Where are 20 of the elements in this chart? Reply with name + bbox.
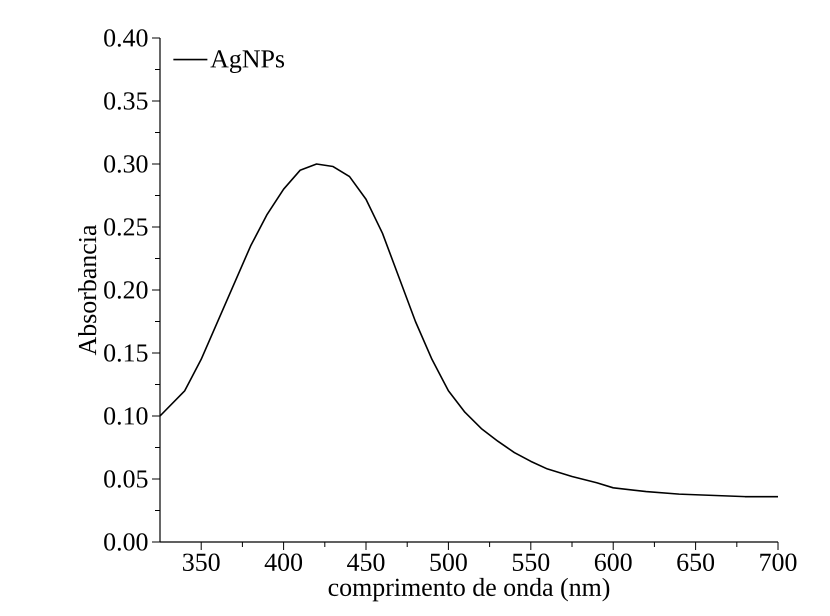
y-tick-label: 0.20 (104, 281, 148, 299)
y-tick-label: 0.30 (104, 155, 148, 173)
x-tick-label: 350 (183, 554, 220, 571)
x-tick-label: 500 (430, 554, 467, 571)
y-tick-label: 0.25 (104, 218, 148, 236)
y-tick-label: 0.00 (104, 533, 148, 551)
x-tick-label: 600 (594, 554, 632, 571)
y-tick-label: 0.05 (104, 470, 148, 488)
x-tick-label: 650 (677, 554, 714, 571)
y-tick-label: 0.10 (104, 407, 148, 425)
y-tick-label: 0.40 (104, 29, 148, 47)
x-axis-title: comprimento de onda (nm) (328, 578, 610, 602)
x-tick-label: 700 (760, 554, 796, 571)
y-tick-label: 0.15 (104, 344, 148, 362)
legend-label: AgNPs (210, 50, 284, 73)
x-tick-label: 550 (512, 554, 550, 571)
x-tick-label: 400 (264, 554, 302, 571)
y-tick-label: 0.35 (104, 92, 148, 110)
y-axis-title: Absorbancia (78, 224, 96, 356)
x-tick-label: 450 (347, 554, 384, 571)
